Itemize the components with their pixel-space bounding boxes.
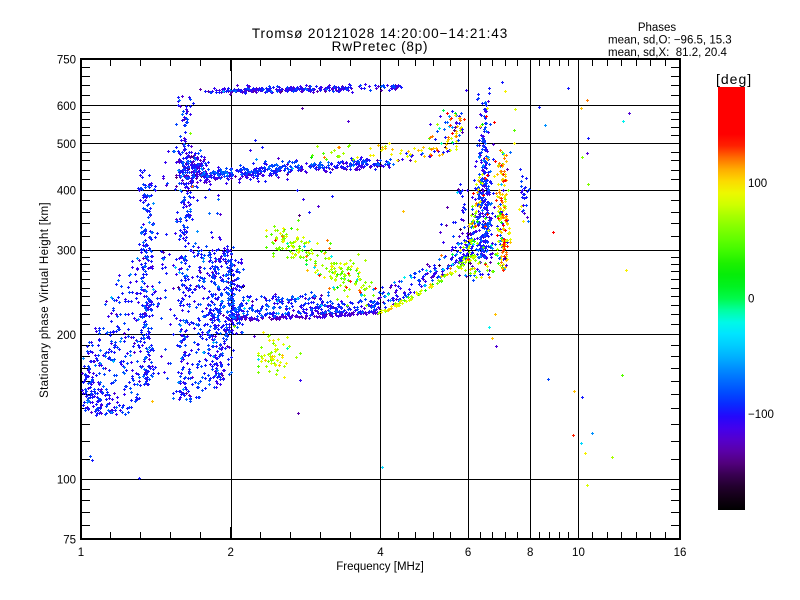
svg-text:1: 1 [78, 547, 84, 559]
svg-text:200: 200 [57, 330, 76, 342]
svg-text:2: 2 [228, 547, 234, 559]
svg-text:Tromsø 20121028 14:20:00−14:21: Tromsø 20121028 14:20:00−14:21:43 [252, 26, 508, 41]
svg-text:16: 16 [674, 547, 687, 559]
svg-text:400: 400 [57, 186, 76, 198]
svg-text:100: 100 [748, 178, 767, 190]
svg-text:4: 4 [377, 547, 384, 559]
svg-text:6: 6 [465, 547, 471, 559]
svg-text:−100: −100 [748, 409, 774, 421]
svg-text:RwPretec (8p): RwPretec (8p) [332, 39, 429, 54]
svg-text:100: 100 [57, 475, 76, 487]
svg-text:10: 10 [572, 547, 585, 559]
svg-text:500: 500 [57, 139, 76, 151]
svg-text:[deg]: [deg] [716, 71, 752, 87]
svg-text:600: 600 [57, 101, 76, 113]
svg-text:mean, sd,O: −96.5, 15.3: mean, sd,O: −96.5, 15.3 [608, 35, 732, 47]
svg-text:Stationary phase Virtual Heigh: Stationary phase Virtual Height [km] [39, 202, 51, 398]
svg-text:Phases: Phases [638, 22, 677, 34]
svg-text:mean, sd,X: 81.2, 20.4: mean, sd,X: 81.2, 20.4 [608, 47, 728, 59]
svg-text:750: 750 [57, 55, 76, 67]
svg-text:0: 0 [748, 294, 754, 306]
svg-text:75: 75 [63, 535, 76, 547]
svg-text:300: 300 [57, 246, 76, 258]
svg-text:8: 8 [527, 547, 533, 559]
svg-text:Frequency [MHz]: Frequency [MHz] [336, 561, 424, 573]
